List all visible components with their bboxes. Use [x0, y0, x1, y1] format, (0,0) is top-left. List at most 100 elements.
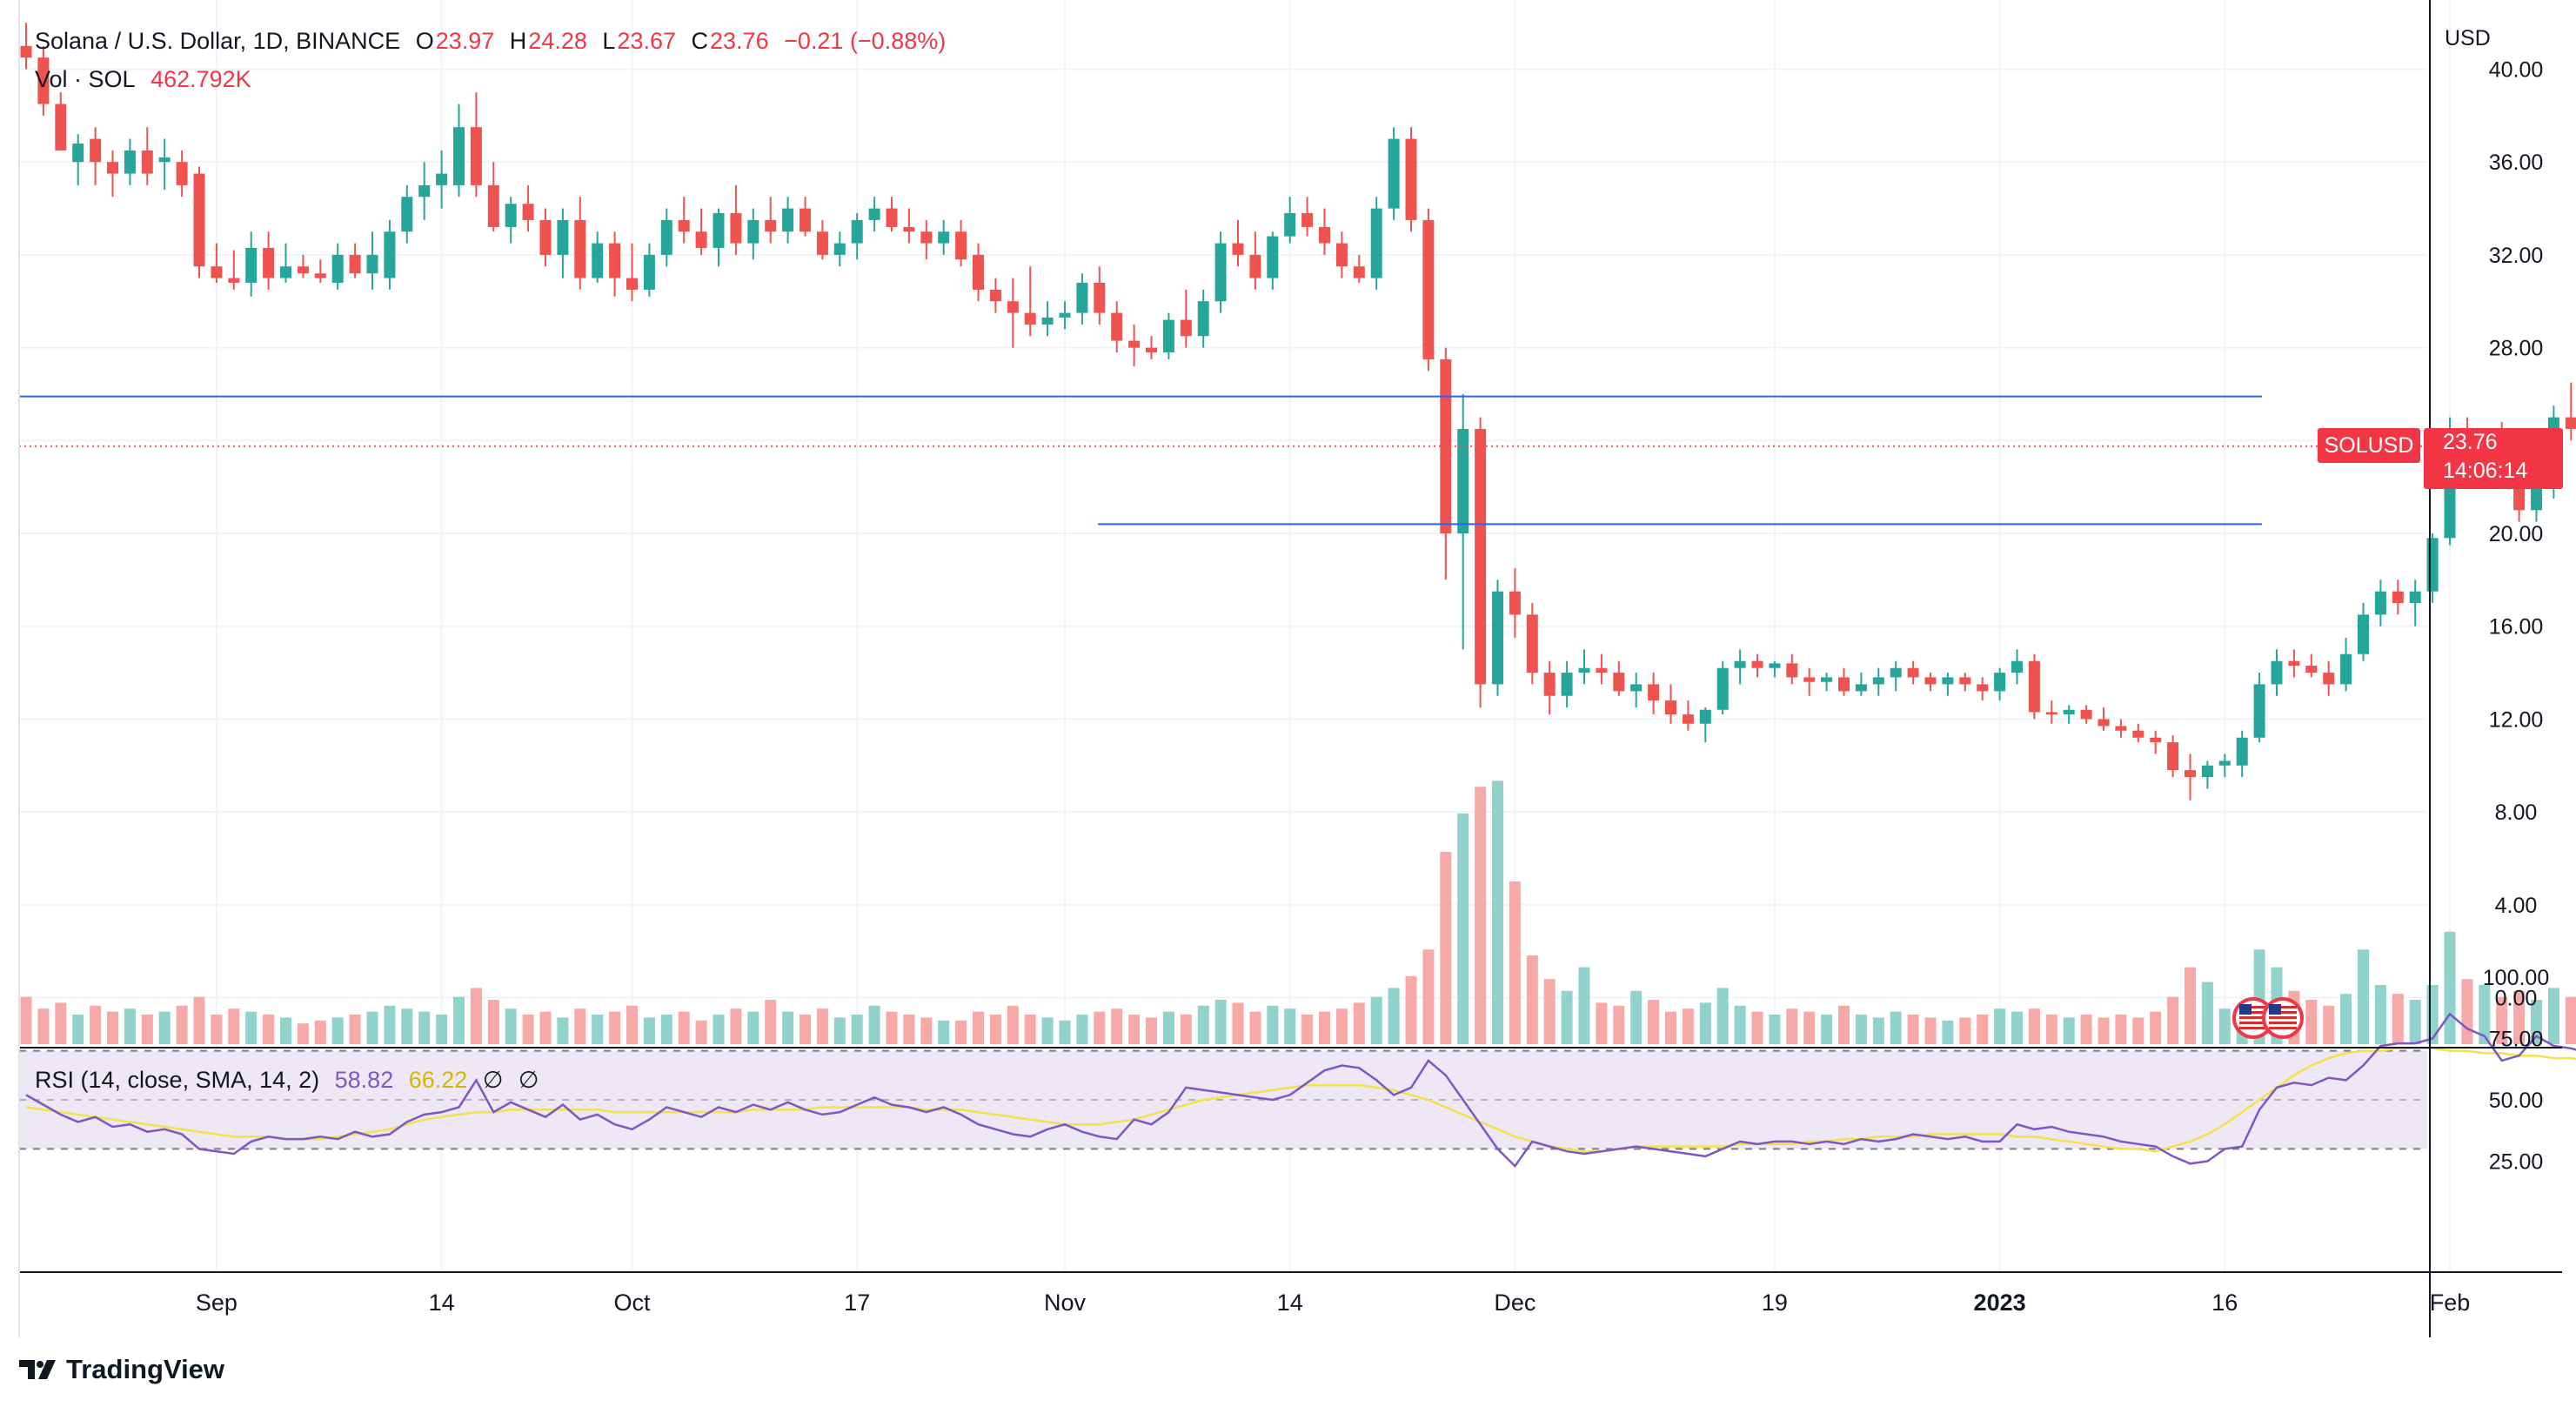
volume-bar: [2063, 1017, 2075, 1044]
candle-body: [1907, 667, 1919, 678]
volume-value: 462.792K: [151, 66, 251, 92]
volume-bar: [2479, 985, 2491, 1044]
volume-bar: [1440, 852, 1452, 1044]
volume-bar: [730, 1008, 742, 1044]
rsi-level-lines: [19, 1049, 2427, 1150]
candle-body: [938, 231, 950, 244]
candle-body: [782, 208, 794, 232]
flag-stripe: [2239, 1006, 2267, 1008]
volume-bar: [228, 1008, 240, 1044]
candle-body: [1111, 312, 1123, 341]
candle-body: [816, 231, 828, 255]
candle-body: [366, 254, 378, 274]
volume-bar: [1630, 990, 1643, 1044]
candle-body: [920, 231, 933, 244]
candle-body: [349, 254, 361, 274]
volume-bar: [1214, 1000, 1227, 1044]
candle-body: [989, 289, 1001, 302]
volume-bar: [522, 1015, 534, 1044]
price-axis[interactable]: 40.0036.0032.0028.0024.0020.0016.0012.00…: [2489, 58, 2544, 1011]
candle-body: [158, 157, 171, 163]
candle-body: [1596, 667, 1608, 673]
volume-bar: [453, 996, 465, 1044]
volume-bar: [1249, 1011, 1261, 1044]
volume-bar: [1526, 955, 1538, 1044]
bar-countdown: 14:06:14: [2443, 459, 2528, 483]
candle-body: [678, 219, 690, 232]
volume-bar: [2011, 1011, 2023, 1044]
volume-legend[interactable]: Vol · SOL 462.792K: [35, 66, 260, 93]
time-tick-label: 2023: [1974, 1290, 2026, 1316]
candle-body: [2409, 591, 2421, 604]
volume-bar: [609, 1011, 621, 1044]
ticker-badge: SOLUSD: [2318, 428, 2420, 463]
candle-body: [1786, 663, 1798, 678]
candle-body: [331, 254, 344, 283]
brand-name: TradingView: [66, 1354, 225, 1384]
volume-bar: [193, 996, 205, 1044]
candle-body: [1197, 301, 1209, 337]
last-price-value: 23.76: [2443, 430, 2498, 454]
volume-bar: [1890, 1011, 1902, 1044]
candle-body: [2392, 591, 2404, 604]
candle-body: [1249, 254, 1261, 278]
candle-body: [1734, 660, 1746, 668]
volume-bar: [1578, 967, 1590, 1044]
volume-bar: [2374, 985, 2386, 1044]
volume-bar: [418, 1011, 431, 1044]
volume-bar: [158, 1011, 171, 1044]
candle-body: [72, 143, 84, 163]
candle-body: [1284, 212, 1296, 237]
candle-body: [1162, 319, 1174, 352]
volume-bar: [2358, 949, 2369, 1044]
event-flags[interactable]: [2232, 997, 2304, 1039]
tradingview-icon: [19, 1360, 56, 1379]
volume-bar: [938, 1020, 950, 1044]
volume-bar: [1924, 1017, 1937, 1044]
volume-bar: [2218, 1008, 2231, 1044]
volume-bar: [1475, 787, 1487, 1044]
candle-body: [765, 219, 777, 232]
volume-bar: [903, 1015, 915, 1044]
rsi-legend[interactable]: RSI (14, close, SMA, 14, 2) 58.82 66.22 …: [35, 1067, 547, 1094]
volume-bar: [297, 1023, 309, 1044]
flag-stripe: [2269, 1016, 2297, 1019]
volume-bar: [1855, 1015, 1867, 1044]
symbol-legend[interactable]: Solana / U.S. Dollar, 1D, BINANCE O23.97…: [35, 28, 954, 55]
time-tick-label: 14: [429, 1290, 455, 1316]
volume-bar: [1872, 1017, 1884, 1044]
time-axis[interactable]: Sep 14 Oct 17 Nov 14 Dec 19 2023 16 Feb: [196, 1290, 2470, 1316]
volume-bar: [1561, 990, 1573, 1044]
candle-body: [1475, 428, 1487, 685]
volume-bar: [176, 1005, 188, 1044]
flag-stripe: [2239, 1022, 2267, 1024]
time-tick-label: Oct: [613, 1290, 651, 1316]
candle-body: [2218, 760, 2231, 766]
tradingview-logo[interactable]: TradingView: [19, 1354, 224, 1385]
flag-stripe: [2269, 1011, 2297, 1014]
candle-body: [1630, 684, 1643, 692]
volume-bar: [1335, 1008, 1348, 1044]
candle-body: [1751, 660, 1763, 668]
candle-body: [176, 162, 188, 185]
rsi-tick-label: 75.00: [2489, 1028, 2544, 1052]
candle-body: [1716, 667, 1729, 710]
candle-body: [713, 212, 725, 248]
volume-bar: [20, 996, 32, 1044]
flag-stripe: [2269, 1027, 2297, 1029]
candle-body: [800, 208, 811, 232]
volume-bar: [2531, 1000, 2542, 1044]
volume-bar: [1405, 975, 1417, 1044]
volume-bar: [1942, 1020, 1954, 1044]
candle-body: [660, 219, 672, 255]
last-price-badge: 23.76 14:06:14: [2424, 428, 2563, 489]
symbol-title[interactable]: Solana / U.S. Dollar, 1D, BINANCE: [35, 28, 401, 54]
volume-bar: [2547, 988, 2559, 1044]
candle-body: [1543, 673, 1556, 696]
volume-bar: [1353, 1002, 1365, 1044]
horizontal-levels[interactable]: [19, 395, 2262, 526]
volume-bar: [713, 1015, 725, 1044]
rsi-label: RSI (14, close, SMA, 14, 2): [35, 1067, 320, 1093]
candle-body: [730, 212, 742, 244]
